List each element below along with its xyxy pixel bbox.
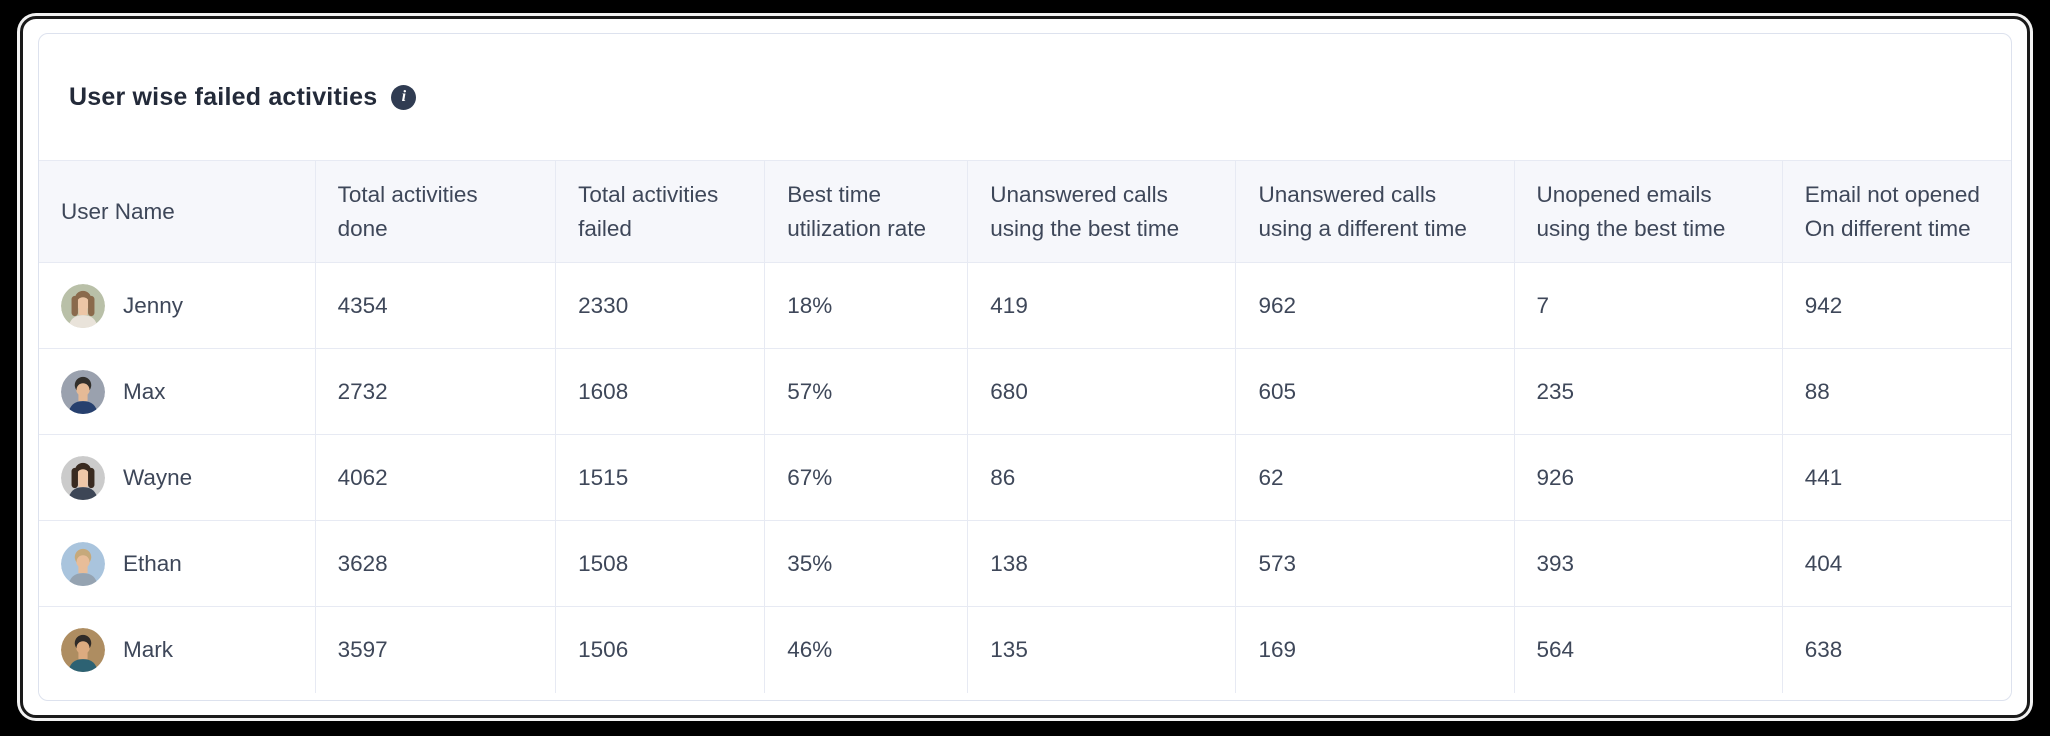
total-activities-failed-cell: 1515 bbox=[555, 434, 765, 521]
best-time-utilization-rate-cell: 35% bbox=[764, 520, 968, 607]
user-cell: Max bbox=[39, 348, 316, 435]
failed-activities-table: User Name Total activities done Total ac… bbox=[39, 160, 2011, 693]
column-header-best-time-utilization-rate: Best time utilization rate bbox=[764, 160, 968, 263]
column-header-total-activities-failed: Total activities failed bbox=[555, 160, 765, 263]
failed-activities-panel: User wise failed activities i User Name … bbox=[38, 33, 2012, 701]
man-blond-hair-avatar bbox=[61, 541, 105, 586]
unopened-emails-best-time-cell: 7 bbox=[1513, 262, 1783, 349]
best-time-utilization-rate-cell: 18% bbox=[764, 262, 968, 349]
user-name: Ethan bbox=[123, 550, 182, 576]
total-activities-done-cell: 3628 bbox=[314, 520, 556, 607]
user-name: Mark bbox=[123, 636, 173, 662]
panel-header: User wise failed activities i bbox=[39, 34, 2011, 160]
man-dark-hair-navy-suit-avatar bbox=[61, 369, 105, 414]
total-activities-failed-cell: 2330 bbox=[555, 262, 765, 349]
table-header-row: User Name Total activities done Total ac… bbox=[39, 160, 2011, 263]
table-row: Max 2732 1608 57% 680 605 235 88 bbox=[39, 348, 2011, 435]
email-not-opened-different-time-cell: 404 bbox=[1781, 520, 2011, 607]
total-activities-failed-cell: 1506 bbox=[555, 606, 765, 693]
table-row: Mark 3597 1506 46% 135 169 564 638 bbox=[39, 606, 2011, 693]
email-not-opened-different-time-cell: 441 bbox=[1781, 434, 2011, 521]
unanswered-calls-best-time-cell: 86 bbox=[967, 434, 1236, 521]
email-not-opened-different-time-cell: 638 bbox=[1781, 606, 2011, 693]
unanswered-calls-different-time-cell: 962 bbox=[1235, 262, 1515, 349]
table-row: Jenny 4354 2330 18% 419 962 7 942 bbox=[39, 262, 2011, 349]
table-row: Wayne 4062 1515 67% 86 62 926 441 bbox=[39, 434, 2011, 521]
total-activities-done-cell: 2732 bbox=[314, 348, 556, 435]
panel-title: User wise failed activities bbox=[69, 82, 378, 111]
total-activities-done-cell: 4354 bbox=[314, 262, 556, 349]
user-name: Max bbox=[123, 378, 166, 404]
unopened-emails-best-time-cell: 926 bbox=[1513, 434, 1783, 521]
unanswered-calls-best-time-cell: 138 bbox=[967, 520, 1236, 607]
user-cell: Wayne bbox=[39, 434, 316, 521]
unanswered-calls-best-time-cell: 680 bbox=[967, 348, 1236, 435]
unanswered-calls-different-time-cell: 169 bbox=[1235, 606, 1515, 693]
unanswered-calls-best-time-cell: 135 bbox=[967, 606, 1236, 693]
email-not-opened-different-time-cell: 942 bbox=[1781, 262, 2011, 349]
best-time-utilization-rate-cell: 46% bbox=[764, 606, 968, 693]
best-time-utilization-rate-cell: 57% bbox=[764, 348, 968, 435]
unopened-emails-best-time-cell: 393 bbox=[1513, 520, 1783, 607]
column-header-email-not-opened-different-time: Email not opened On different time bbox=[1781, 160, 2011, 263]
unanswered-calls-different-time-cell: 573 bbox=[1235, 520, 1515, 607]
unanswered-calls-different-time-cell: 62 bbox=[1235, 434, 1515, 521]
woman-light-brown-hair-avatar bbox=[61, 283, 105, 328]
total-activities-done-cell: 3597 bbox=[314, 606, 556, 693]
column-header-user-name: User Name bbox=[39, 160, 316, 263]
info-icon[interactable]: i bbox=[391, 84, 417, 110]
column-header-unopened-emails-best-time: Unopened emails using the best time bbox=[1513, 160, 1783, 263]
best-time-utilization-rate-cell: 67% bbox=[764, 434, 968, 521]
column-header-unanswered-calls-different-time: Unanswered calls using a different time bbox=[1235, 160, 1515, 263]
user-cell: Ethan bbox=[39, 520, 316, 607]
total-activities-failed-cell: 1508 bbox=[555, 520, 765, 607]
table-row: Ethan 3628 1508 35% 138 573 393 404 bbox=[39, 520, 2011, 607]
unopened-emails-best-time-cell: 235 bbox=[1513, 348, 1783, 435]
report-card: User wise failed activities i User Name … bbox=[20, 16, 2030, 718]
email-not-opened-different-time-cell: 564 bbox=[1513, 606, 1783, 693]
woman-dark-hair-avatar bbox=[61, 455, 105, 500]
total-activities-failed-cell: 1608 bbox=[555, 348, 765, 435]
user-cell: Mark bbox=[39, 606, 316, 693]
user-cell: Jenny bbox=[39, 262, 316, 349]
email-not-opened-different-time-cell: 88 bbox=[1781, 348, 2011, 435]
man-dark-hair-teal-shirt-avatar bbox=[61, 627, 105, 672]
user-name: Wayne bbox=[123, 464, 193, 490]
user-name: Jenny bbox=[123, 292, 184, 318]
total-activities-done-cell: 4062 bbox=[314, 434, 556, 521]
column-header-unanswered-calls-best-time: Unanswered calls using the best time bbox=[967, 160, 1236, 263]
unanswered-calls-best-time-cell: 419 bbox=[967, 262, 1236, 349]
column-header-total-activities-done: Total activities done bbox=[314, 160, 556, 263]
unanswered-calls-different-time-cell: 605 bbox=[1235, 348, 1515, 435]
